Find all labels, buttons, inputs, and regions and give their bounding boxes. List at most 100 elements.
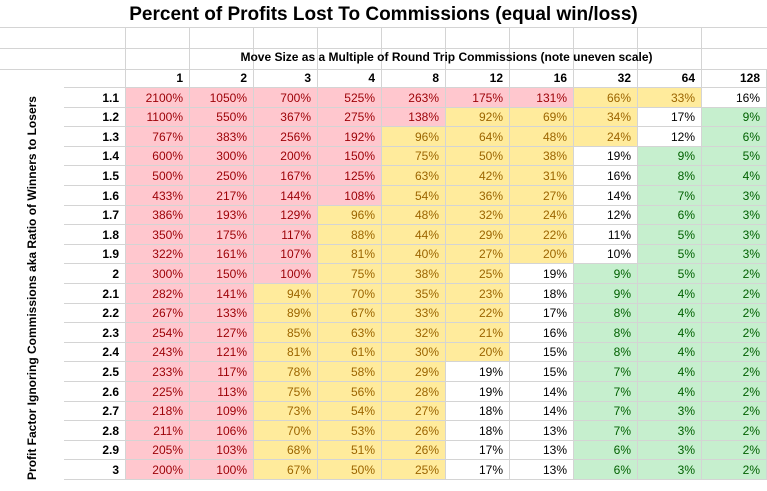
data-cell[interactable]: 70% xyxy=(318,284,382,304)
data-cell[interactable]: 24% xyxy=(574,127,638,147)
data-cell[interactable]: 32% xyxy=(446,206,510,225)
data-cell[interactable]: 15% xyxy=(510,362,574,382)
data-cell[interactable]: 24% xyxy=(510,206,574,225)
data-cell[interactable]: 20% xyxy=(446,343,510,362)
data-cell[interactable]: 350% xyxy=(126,225,190,245)
data-cell[interactable]: 16% xyxy=(574,166,638,186)
data-cell[interactable]: 42% xyxy=(446,166,510,186)
data-cell[interactable]: 1100% xyxy=(126,108,190,127)
data-cell[interactable]: 243% xyxy=(126,343,190,362)
data-cell[interactable]: 66% xyxy=(574,88,638,108)
data-cell[interactable]: 22% xyxy=(446,304,510,323)
data-cell[interactable]: 5% xyxy=(638,225,702,245)
data-cell[interactable]: 256% xyxy=(254,127,318,147)
data-cell[interactable]: 67% xyxy=(318,304,382,323)
data-cell[interactable]: 61% xyxy=(318,343,382,362)
data-cell[interactable]: 44% xyxy=(382,225,446,245)
data-cell[interactable]: 18% xyxy=(510,284,574,304)
data-cell[interactable]: 2% xyxy=(702,441,767,460)
data-cell[interactable]: 4% xyxy=(638,284,702,304)
data-cell[interactable]: 54% xyxy=(382,186,446,206)
data-cell[interactable]: 81% xyxy=(254,343,318,362)
data-cell[interactable]: 69% xyxy=(510,108,574,127)
data-cell[interactable]: 75% xyxy=(318,264,382,284)
data-cell[interactable]: 85% xyxy=(254,323,318,343)
data-cell[interactable]: 17% xyxy=(638,108,702,127)
data-cell[interactable]: 16% xyxy=(510,323,574,343)
data-cell[interactable]: 32% xyxy=(382,323,446,343)
data-cell[interactable]: 13% xyxy=(510,441,574,460)
data-cell[interactable]: 34% xyxy=(574,108,638,127)
data-cell[interactable]: 4% xyxy=(638,382,702,402)
data-cell[interactable]: 36% xyxy=(446,186,510,206)
data-cell[interactable]: 500% xyxy=(126,166,190,186)
data-cell[interactable]: 48% xyxy=(510,127,574,147)
data-cell[interactable]: 167% xyxy=(254,166,318,186)
data-cell[interactable]: 14% xyxy=(510,382,574,402)
data-cell[interactable]: 30% xyxy=(382,343,446,362)
data-cell[interactable]: 254% xyxy=(126,323,190,343)
data-cell[interactable]: 50% xyxy=(446,147,510,166)
data-cell[interactable]: 16% xyxy=(702,88,767,108)
data-cell[interactable]: 100% xyxy=(190,460,254,480)
data-cell[interactable]: 17% xyxy=(446,441,510,460)
data-cell[interactable]: 767% xyxy=(126,127,190,147)
data-cell[interactable]: 100% xyxy=(254,264,318,284)
data-cell[interactable]: 48% xyxy=(382,206,446,225)
data-cell[interactable]: 175% xyxy=(190,225,254,245)
data-cell[interactable]: 4% xyxy=(638,343,702,362)
data-cell[interactable]: 3% xyxy=(638,460,702,480)
data-cell[interactable]: 525% xyxy=(318,88,382,108)
data-cell[interactable]: 63% xyxy=(318,323,382,343)
data-cell[interactable]: 26% xyxy=(382,441,446,460)
data-cell[interactable]: 12% xyxy=(638,127,702,147)
data-cell[interactable]: 3% xyxy=(702,206,767,225)
data-cell[interactable]: 75% xyxy=(382,147,446,166)
data-cell[interactable]: 225% xyxy=(126,382,190,402)
data-cell[interactable]: 600% xyxy=(126,147,190,166)
data-cell[interactable]: 4% xyxy=(638,304,702,323)
data-cell[interactable]: 96% xyxy=(318,206,382,225)
data-cell[interactable]: 33% xyxy=(638,88,702,108)
data-cell[interactable]: 9% xyxy=(638,147,702,166)
data-cell[interactable]: 7% xyxy=(574,382,638,402)
data-cell[interactable]: 81% xyxy=(318,245,382,264)
data-cell[interactable]: 138% xyxy=(382,108,446,127)
data-cell[interactable]: 19% xyxy=(510,264,574,284)
data-cell[interactable]: 13% xyxy=(510,421,574,441)
data-cell[interactable]: 18% xyxy=(446,421,510,441)
data-cell[interactable]: 70% xyxy=(254,421,318,441)
data-cell[interactable]: 150% xyxy=(318,147,382,166)
data-cell[interactable]: 117% xyxy=(254,225,318,245)
data-cell[interactable]: 6% xyxy=(702,127,767,147)
data-cell[interactable]: 2% xyxy=(702,382,767,402)
data-cell[interactable]: 433% xyxy=(126,186,190,206)
data-cell[interactable]: 50% xyxy=(318,460,382,480)
data-cell[interactable]: 144% xyxy=(254,186,318,206)
data-cell[interactable]: 300% xyxy=(126,264,190,284)
data-cell[interactable]: 113% xyxy=(190,382,254,402)
data-cell[interactable]: 5% xyxy=(702,147,767,166)
data-cell[interactable]: 25% xyxy=(446,264,510,284)
data-cell[interactable]: 205% xyxy=(126,441,190,460)
data-cell[interactable]: 38% xyxy=(510,147,574,166)
data-cell[interactable]: 7% xyxy=(574,402,638,421)
data-cell[interactable]: 2% xyxy=(702,304,767,323)
data-cell[interactable]: 9% xyxy=(574,284,638,304)
data-cell[interactable]: 141% xyxy=(190,284,254,304)
data-cell[interactable]: 78% xyxy=(254,362,318,382)
data-cell[interactable]: 8% xyxy=(574,323,638,343)
data-cell[interactable]: 89% xyxy=(254,304,318,323)
data-cell[interactable]: 125% xyxy=(318,166,382,186)
data-cell[interactable]: 6% xyxy=(574,460,638,480)
data-cell[interactable]: 133% xyxy=(190,304,254,323)
data-cell[interactable]: 3% xyxy=(638,421,702,441)
data-cell[interactable]: 31% xyxy=(510,166,574,186)
data-cell[interactable]: 8% xyxy=(638,166,702,186)
data-cell[interactable]: 211% xyxy=(126,421,190,441)
data-cell[interactable]: 2% xyxy=(702,264,767,284)
data-cell[interactable]: 63% xyxy=(382,166,446,186)
data-cell[interactable]: 117% xyxy=(190,362,254,382)
data-cell[interactable]: 14% xyxy=(510,402,574,421)
data-cell[interactable]: 23% xyxy=(446,284,510,304)
